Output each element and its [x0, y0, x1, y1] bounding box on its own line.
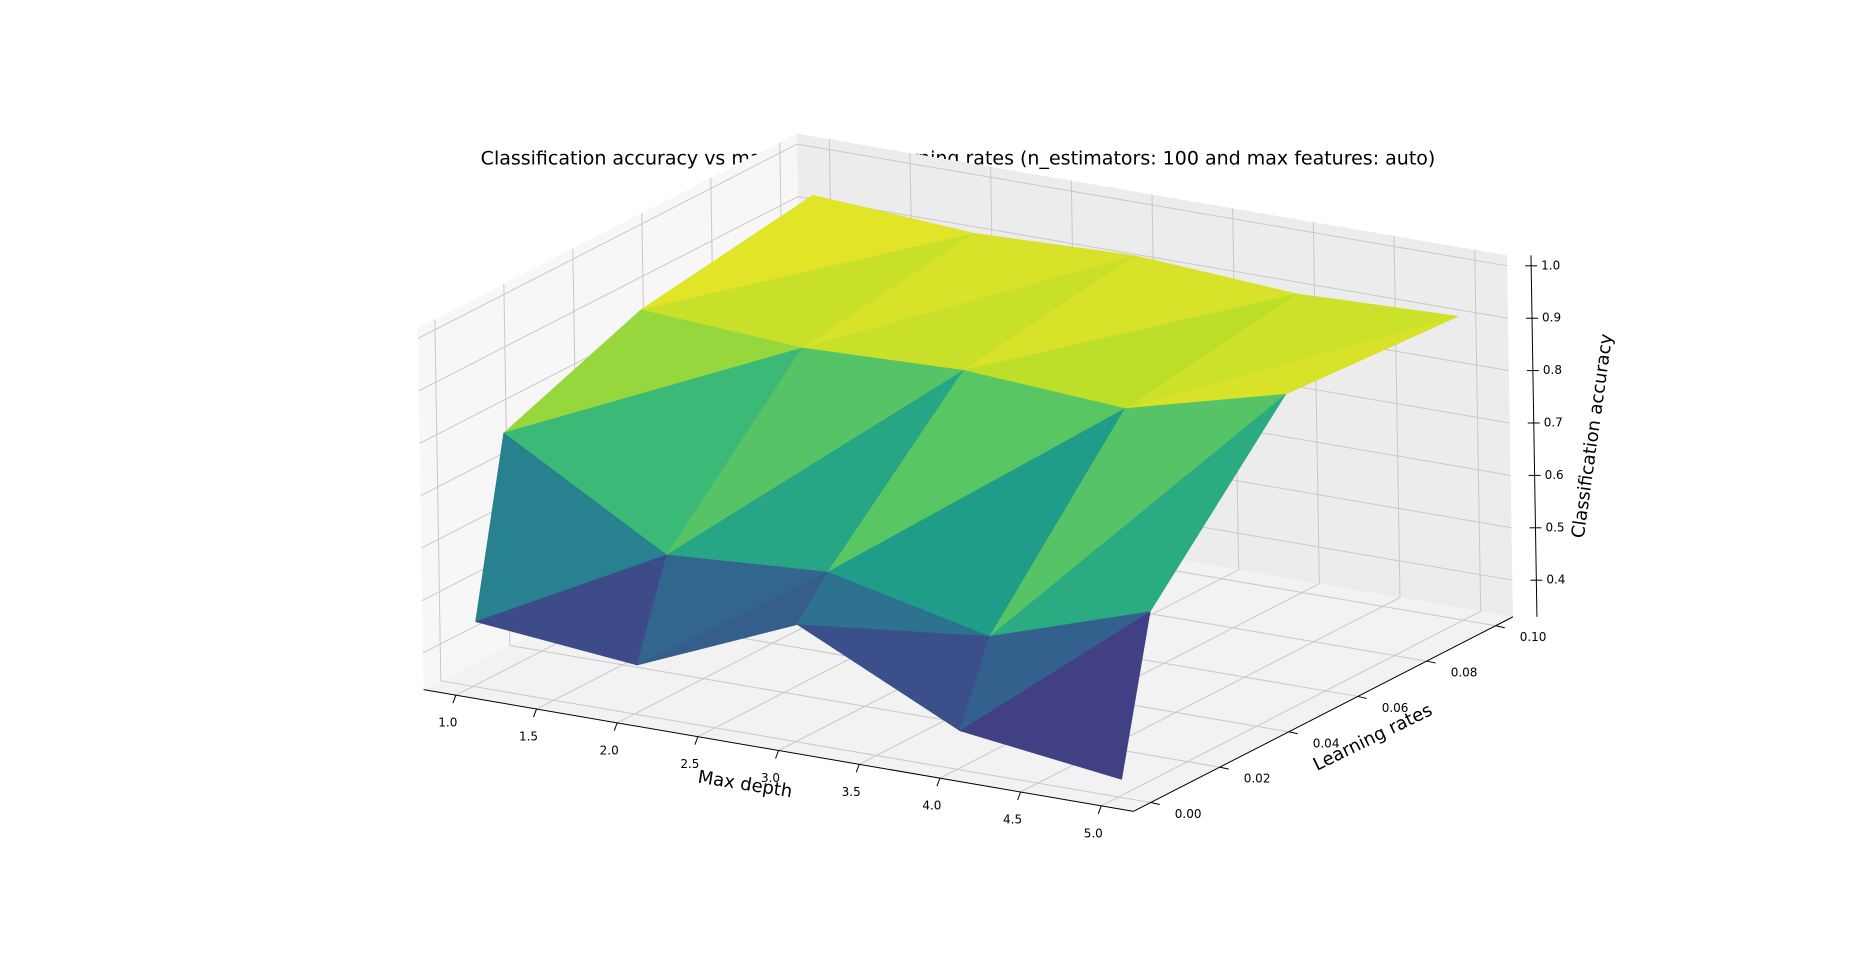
x-tick-label: 1.0 — [438, 716, 457, 730]
grid-line — [797, 196, 1509, 319]
z-axis-line — [1530, 255, 1538, 617]
tick-mark — [1288, 731, 1298, 735]
z-tick-label: 0.4 — [1546, 573, 1565, 587]
x-tick-label: 2.0 — [600, 743, 619, 757]
grid-line — [1393, 235, 1401, 598]
surface-facet — [959, 611, 1151, 780]
x-tick-label: 1.5 — [519, 730, 538, 744]
x-tick-label: 4.5 — [1003, 812, 1022, 826]
y-tick-label: 0.10 — [1520, 630, 1547, 644]
tick-mark — [1357, 695, 1367, 699]
z-tick-label: 1.0 — [1541, 258, 1560, 272]
tick-mark — [533, 708, 537, 718]
grid-line — [1474, 249, 1482, 612]
z-tick-label: 0.7 — [1544, 416, 1563, 430]
tick-mark — [1219, 766, 1229, 770]
x-tick-label: 2.5 — [680, 757, 699, 771]
grid-line — [1101, 610, 1481, 807]
tick-mark — [936, 777, 941, 787]
x-tick-label: 4.0 — [922, 799, 941, 813]
grid-line — [1312, 222, 1320, 584]
grid-line — [417, 143, 798, 340]
y-tick-label: 0.02 — [1244, 772, 1271, 786]
z-tick-label: 0.8 — [1543, 363, 1562, 377]
tick-mark — [1150, 802, 1160, 806]
tick-mark — [694, 736, 699, 745]
x-axis-line — [423, 689, 1134, 812]
chart-title: Classification accuracy vs max depth and… — [481, 148, 1436, 170]
y-tick-label: 0.06 — [1382, 701, 1409, 715]
y-axis-line — [1133, 616, 1514, 812]
tick-mark — [613, 722, 618, 732]
z-tick-label: 0.9 — [1542, 311, 1561, 325]
z-tick-label: 0.5 — [1545, 520, 1564, 534]
y-tick-label: 0.08 — [1451, 666, 1478, 680]
tick-mark — [775, 750, 780, 759]
grid-line — [434, 319, 442, 681]
grid-line — [797, 143, 1508, 267]
y-tick-label: 0.04 — [1313, 736, 1340, 750]
x-tick-label: 3.5 — [842, 785, 861, 799]
tick-mark — [1495, 625, 1505, 629]
grid-line — [418, 196, 799, 392]
tick-mark — [855, 764, 860, 773]
z-axis-label: Classification accuracy — [1568, 332, 1618, 539]
y-tick-label: 0.00 — [1175, 807, 1202, 821]
z-tick-label: 0.6 — [1545, 468, 1564, 482]
tick-mark — [1017, 791, 1022, 801]
tick-mark — [452, 695, 457, 704]
tick-mark — [1097, 805, 1102, 815]
x-tick-label: 3.0 — [761, 771, 780, 785]
x-tick-label: 5.0 — [1084, 826, 1103, 840]
grid-line — [440, 680, 1151, 804]
tick-mark — [1426, 660, 1436, 664]
